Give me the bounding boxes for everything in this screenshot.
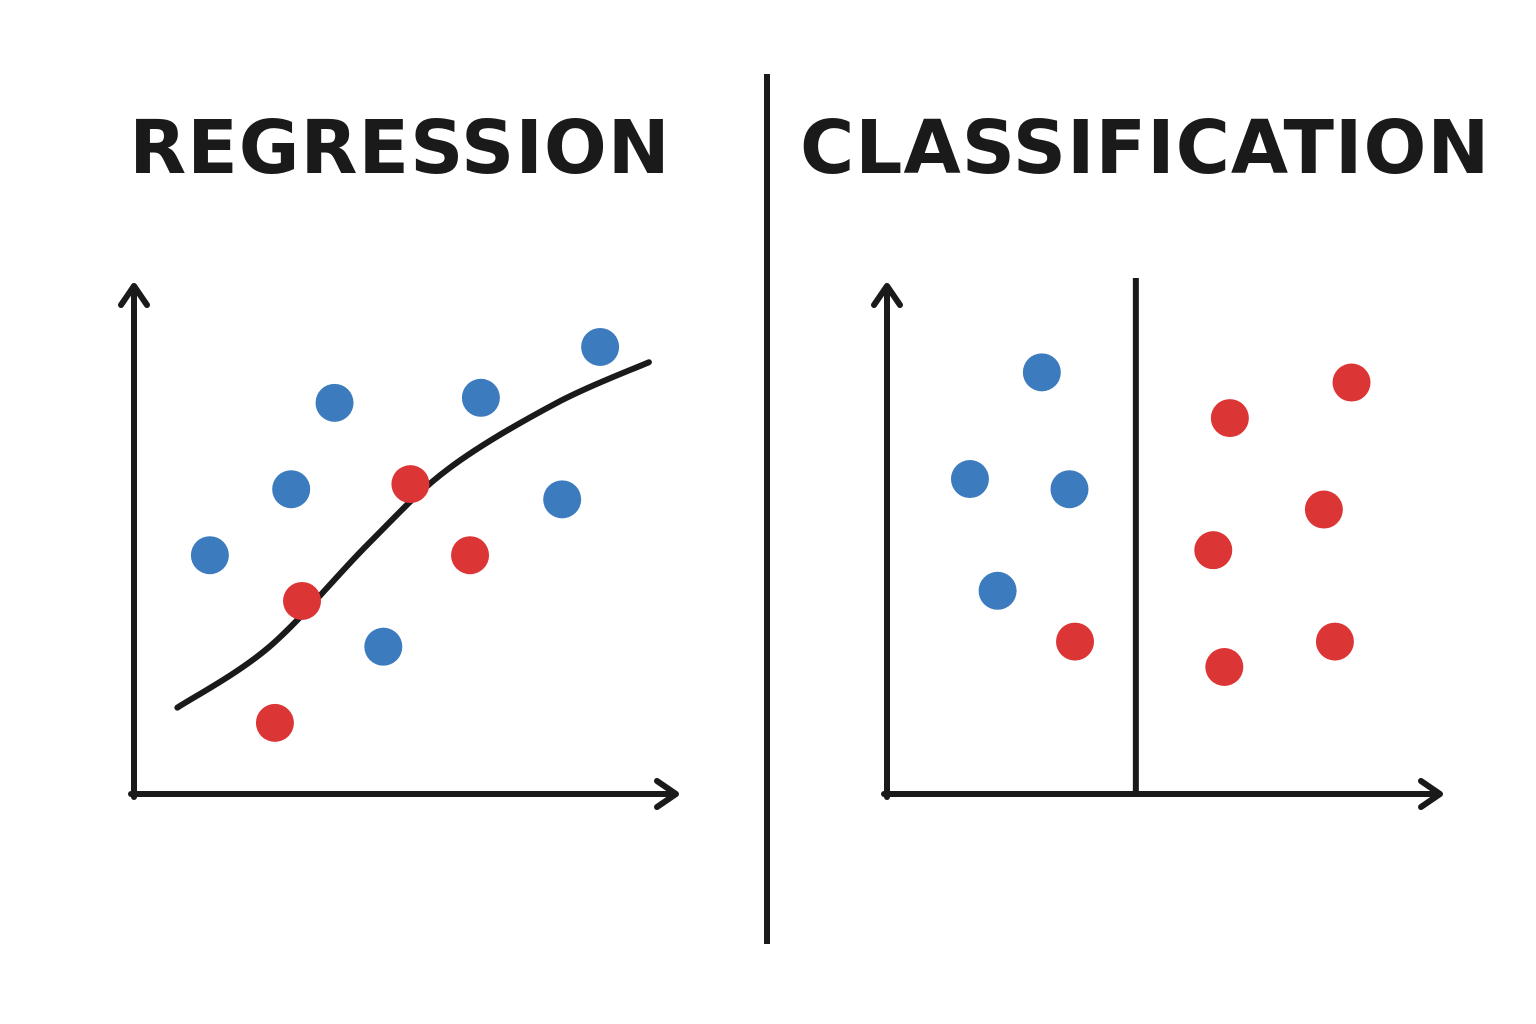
regression-point-red-3 — [391, 465, 430, 504]
classification-plot — [871, 278, 1443, 810]
regression-point-red-4 — [451, 536, 490, 575]
classification-point-red-1 — [1056, 622, 1095, 661]
regression-title: REGRESSION — [129, 105, 671, 191]
panel-divider — [764, 74, 770, 944]
classification-point-red-2 — [1194, 531, 1233, 570]
regression-point-blue-2 — [272, 470, 311, 509]
regression-point-blue-5 — [461, 378, 500, 417]
classification-point-red-6 — [1315, 622, 1354, 661]
regression-point-blue-6 — [543, 480, 582, 519]
regression-point-blue-7 — [581, 327, 620, 366]
classification-point-blue-1 — [950, 460, 989, 499]
regression-curve — [174, 359, 652, 711]
classification-x-axis-arrowhead — [1418, 778, 1443, 810]
regression-point-red-2 — [283, 581, 322, 620]
regression-point-blue-4 — [364, 627, 403, 666]
classification-point-blue-2 — [978, 571, 1017, 610]
regression-y-axis-arrowhead — [118, 283, 150, 308]
classification-y-axis-arrowhead — [871, 283, 903, 308]
regression-point-blue-1 — [190, 536, 229, 575]
classification-point-blue-3 — [1022, 353, 1061, 392]
regression-plot — [118, 283, 679, 810]
regression-point-blue-3 — [315, 383, 354, 422]
classification-title: CLASSIFICATION — [800, 105, 1491, 191]
classification-point-red-5 — [1304, 490, 1343, 529]
regression-x-axis-arrowhead — [654, 778, 679, 810]
classification-point-red-7 — [1332, 363, 1371, 402]
classification-point-blue-4 — [1050, 470, 1089, 509]
classification-point-red-3 — [1205, 648, 1244, 686]
regression-point-red-1 — [255, 703, 294, 742]
classification-point-red-4 — [1210, 399, 1249, 438]
